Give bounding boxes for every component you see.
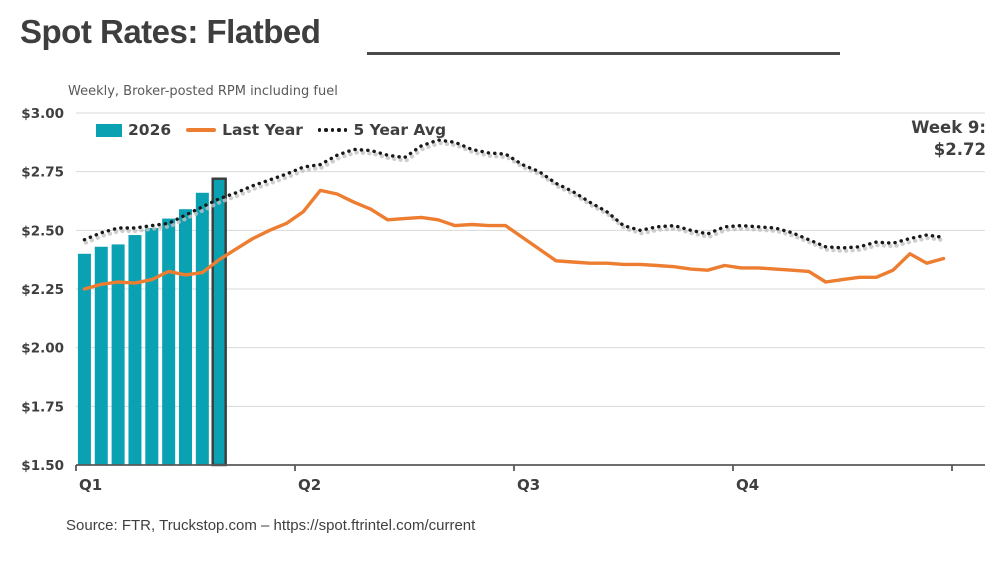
legend-item-5-year-avg[interactable]: 5 Year Avg bbox=[317, 121, 447, 139]
five-year-avg-line-shadow bbox=[83, 140, 948, 254]
bar-current-week bbox=[211, 177, 227, 467]
y-axis-tick-label: $2.75 bbox=[21, 165, 64, 181]
y-axis-tick-label: $2.50 bbox=[21, 223, 64, 239]
chart-legend: 2026 Last Year 5 Year Avg bbox=[96, 121, 446, 139]
current-week-label: Week 9: bbox=[911, 118, 986, 137]
bar bbox=[195, 192, 209, 465]
x-axis-tick-label: Q3 bbox=[517, 476, 540, 494]
dotted-swatch-icon bbox=[317, 128, 348, 132]
y-axis-tick-label: $2.25 bbox=[21, 282, 64, 298]
title-underline bbox=[367, 52, 840, 55]
y-axis-tick-label: $3.00 bbox=[21, 106, 64, 122]
legend-label-2026: 2026 bbox=[128, 121, 172, 139]
bar bbox=[111, 244, 125, 465]
bar bbox=[77, 253, 91, 465]
x-axis-tick-label: Q1 bbox=[79, 476, 102, 494]
bar bbox=[145, 227, 159, 465]
legend-item-last-year[interactable]: Last Year bbox=[186, 121, 303, 139]
x-axis-tick-label: Q2 bbox=[298, 476, 321, 494]
legend-label-last-year: Last Year bbox=[222, 121, 303, 139]
bar bbox=[179, 209, 192, 465]
legend-label-5-year-avg: 5 Year Avg bbox=[353, 121, 447, 139]
line-swatch-icon bbox=[186, 128, 217, 132]
y-axis-tick-label: $1.75 bbox=[21, 399, 64, 415]
current-week-callout: Week 9: $2.72 bbox=[911, 117, 986, 161]
y-axis-tick-label: $2.00 bbox=[21, 341, 64, 357]
last-year-line bbox=[82, 188, 946, 291]
bar bbox=[128, 235, 142, 465]
five-year-avg-line bbox=[82, 138, 946, 250]
source-note: Source: FTR, Truckstop.com – https://spo… bbox=[66, 517, 476, 534]
x-axis-tick-label: Q4 bbox=[736, 476, 759, 494]
bar-swatch-icon bbox=[96, 123, 122, 137]
current-week-value: $2.72 bbox=[933, 140, 986, 159]
bar bbox=[94, 246, 108, 465]
chart-subtitle: Weekly, Broker-posted RPM including fuel bbox=[68, 84, 338, 99]
page-title: Spot Rates: Flatbed bbox=[20, 13, 321, 50]
legend-item-2026[interactable]: 2026 bbox=[96, 121, 171, 139]
bar bbox=[162, 218, 176, 465]
y-axis-tick-label: $1.50 bbox=[21, 458, 64, 474]
